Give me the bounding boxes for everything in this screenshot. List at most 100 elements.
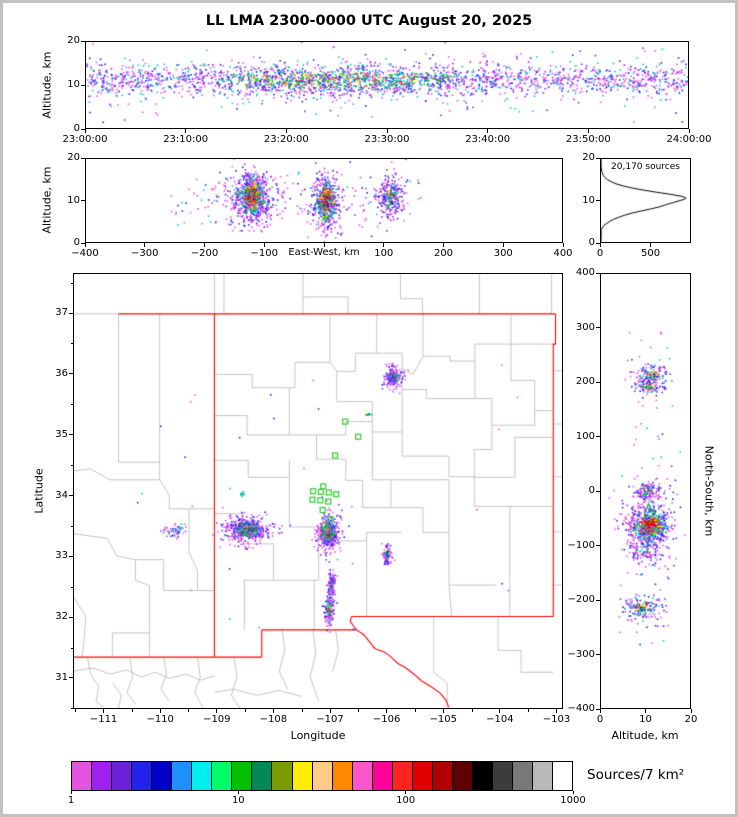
tick-label: 500 [641,248,661,259]
tick-label: −200 [567,594,595,605]
colorbar-segment [452,762,473,790]
tick-mark [69,677,73,679]
minor-tick-mark [471,709,473,712]
tick-label: −105 [429,714,457,725]
tick-label: 23:30:00 [364,134,410,145]
colorbar-segment [172,762,193,790]
figure-title: LL LMA 2300-0000 UTC August 20, 2025 [205,13,533,29]
map-x-axis-label: Longitude [290,729,346,742]
tick-label: 300 [575,321,595,333]
plan-view-map-panel [73,273,563,709]
tick-mark [596,654,600,655]
tick-label: −106 [372,714,401,725]
minor-tick-mark [131,709,133,712]
minor-tick-mark [70,647,73,649]
tick-mark [216,709,218,713]
time-height-panel [85,41,689,129]
tick-label: −109 [203,714,231,725]
tick-label: 33 [55,550,68,562]
tick-mark [599,243,601,247]
minor-tick-mark [70,525,73,527]
tick-mark [502,243,504,247]
colorbar-segment [192,762,213,790]
tick-label: −100 [567,539,595,551]
tick-mark [69,434,73,436]
tick-label: 0 [596,248,604,259]
tick-label: −103 [542,714,571,725]
colorbar-tick-label: 100 [396,795,416,806]
north-south-canvas [601,274,690,708]
time-height-canvas [86,42,688,128]
tick-mark [596,272,600,274]
tick-label: −104 [486,714,514,725]
east-west-x-axis-label: East-West, km [288,247,360,258]
tick-label: 400 [553,248,573,259]
tick-mark [386,709,388,713]
tick-mark [596,545,600,546]
tick-mark [596,327,600,328]
tick-label: −300 [567,648,595,660]
tick-label: 23:10:00 [163,134,209,145]
source-count-annotation: 20,170 sources [611,162,680,172]
minor-tick-mark [528,709,530,712]
tick-label: −100 [250,248,278,259]
tick-label: 23:40:00 [465,134,511,145]
minor-tick-mark [75,709,77,712]
colorbar-segment [392,762,413,790]
tick-mark [688,129,690,133]
colorbar-segment [132,762,153,790]
tick-mark [285,129,287,133]
tick-mark [555,709,557,713]
tick-label: 0 [588,237,595,248]
colorbar-segment [553,762,573,790]
minor-tick-mark [245,709,247,712]
tick-mark [69,616,73,618]
tick-mark [159,709,161,713]
colorbar-segment [212,762,233,790]
tick-mark [323,243,325,247]
tick-label: −107 [316,714,344,725]
tick-label: 0 [588,485,595,496]
tick-mark [81,128,85,130]
tick-mark [499,709,501,713]
tick-mark [263,243,265,247]
tick-label: 23:50:00 [565,134,611,145]
tick-label: 0 [596,714,604,725]
tick-mark [587,129,589,133]
tick-label: −400 [71,248,99,259]
tick-label: −111 [89,714,118,725]
tick-label: 35 [55,428,68,440]
tick-label: 24:00:00 [666,134,712,145]
tick-mark [185,129,187,133]
tick-mark [272,709,274,713]
tick-mark [69,555,73,557]
minor-tick-mark [70,404,73,406]
north-south-x-axis-label: Altitude, km [611,729,679,742]
tick-mark [599,709,601,713]
colorbar-segment [92,762,113,790]
tick-label: 100 [374,248,394,259]
colorbar-tick-mark [70,791,72,794]
tick-label: 31 [55,671,68,683]
tick-label: 36 [55,367,68,379]
tick-mark [596,490,600,492]
east-west-canvas [86,159,562,242]
colorbar-segment [412,762,433,790]
tick-mark [204,243,205,247]
tick-mark [596,381,600,383]
colorbar-tick-mark [237,791,239,794]
tick-mark [596,436,600,437]
minor-tick-mark [414,709,416,712]
colorbar-segment [312,762,333,790]
minor-tick-mark [70,343,73,345]
tick-mark [487,129,489,133]
colorbar-tick-label: 10 [231,795,245,806]
tick-mark [442,709,444,713]
colorbar-tick-mark [405,791,407,794]
tick-label: 37 [55,307,68,319]
tick-label: 10 [67,194,80,206]
tick-mark [650,243,652,247]
tick-mark [596,157,600,159]
tick-label: 10 [639,714,652,725]
tick-mark [84,129,86,133]
